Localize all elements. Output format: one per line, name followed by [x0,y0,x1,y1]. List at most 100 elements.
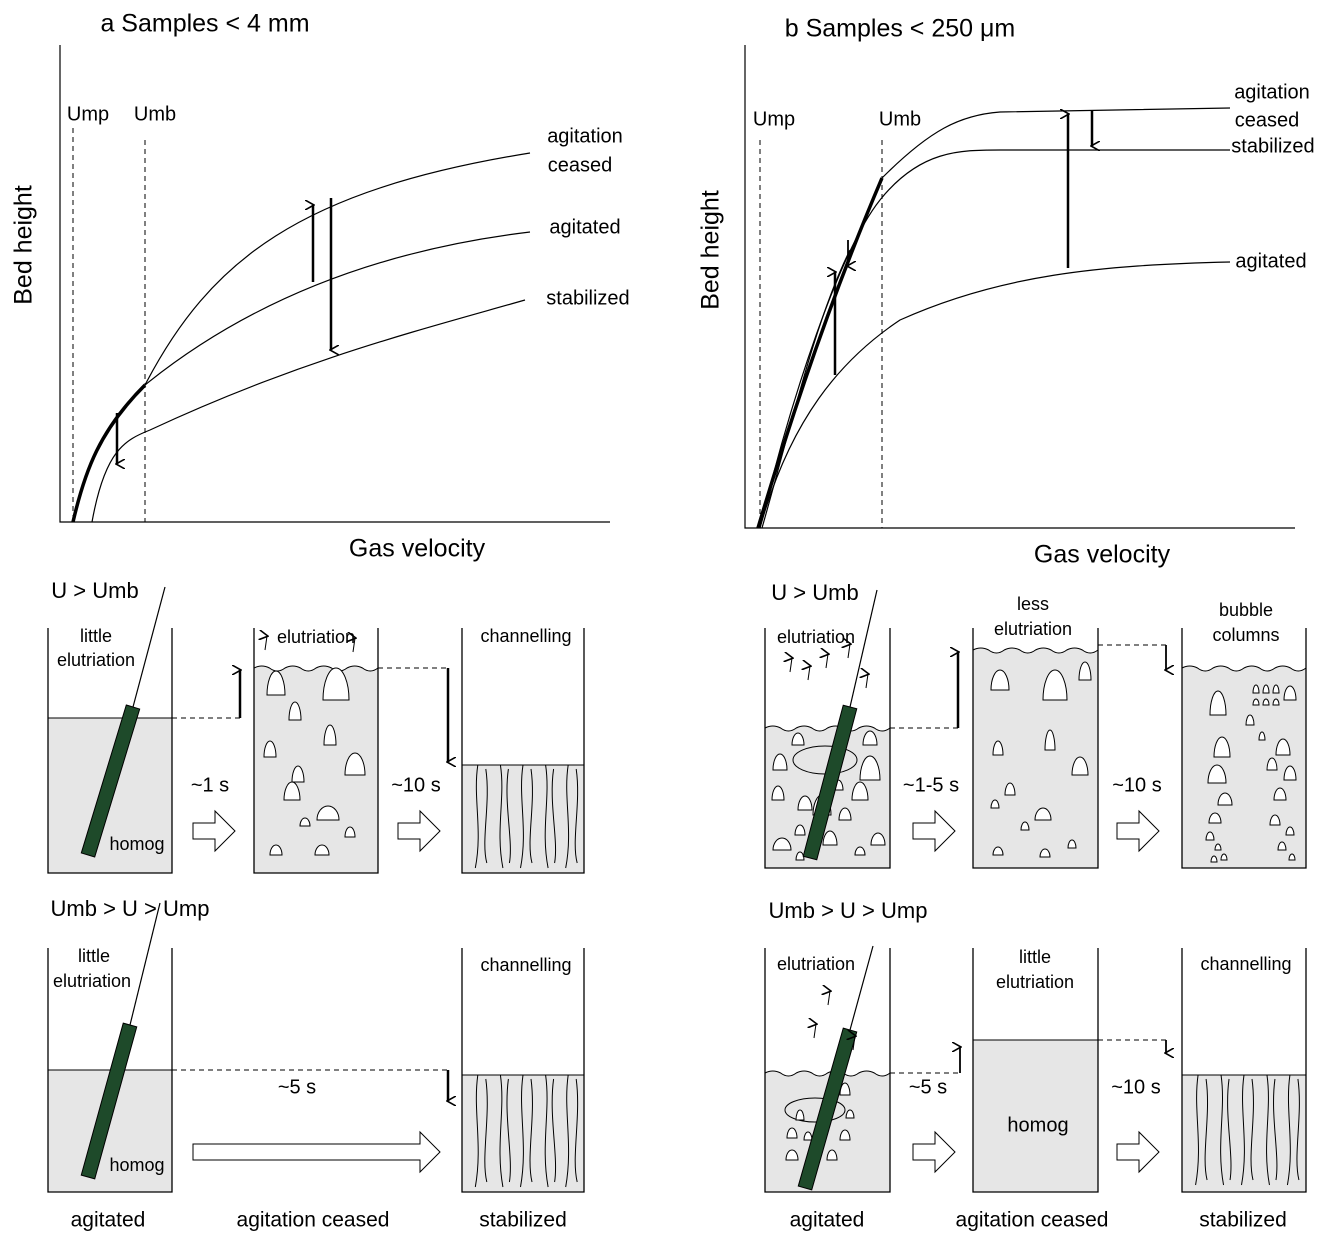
y-axis-label: Bed height [697,190,725,310]
bubble [1071,756,1089,776]
panel-title: a Samples < 4 mm [100,10,309,38]
channel [484,768,488,864]
channel [484,1078,488,1183]
umb-label: Umb [134,103,176,125]
channel [1266,1074,1270,1186]
time-label: ~10 s [1111,1076,1160,1098]
beaker-label: little [78,946,110,966]
channel [565,1074,570,1188]
bubble [1042,669,1068,701]
bubble [314,844,330,856]
time-label: ~10 s [1112,774,1161,796]
bubble [1262,698,1270,706]
bubble [791,732,805,746]
bubble [785,1149,799,1161]
channel [474,1074,479,1188]
arrow [808,666,810,681]
curve-label: stabilized [1231,135,1314,157]
bubble [1039,848,1051,858]
channel [551,768,557,864]
beaker [764,628,891,869]
time-label: ~5 s [909,1076,947,1098]
channel [544,1074,549,1188]
arrow [828,991,830,1006]
condition-label: U > Umb [771,580,858,605]
channel [506,768,511,864]
curve-label: agitation [1234,81,1310,103]
beaker [1181,948,1307,1193]
bubble [1266,757,1278,771]
beaker-label: little [80,626,112,646]
beaker-label: homog [109,834,164,854]
stirrer-shaft [849,589,878,708]
curve-thick [71,383,147,523]
bubble [1214,843,1222,851]
arrow [265,636,267,651]
channel [529,1078,533,1183]
stirrer [80,1022,138,1180]
channel [1227,1078,1232,1181]
bubble [1078,661,1092,681]
arrow [866,674,868,689]
axes [59,45,610,523]
bubble [839,1129,851,1141]
x-axis-label: Gas velocity [349,535,486,563]
bubble [862,730,878,746]
channel [506,1078,511,1183]
beaker-label: homog [1007,1114,1068,1136]
beaker-label: elutriation [57,650,135,670]
time-arrow [192,809,236,853]
x-axis-label: Gas velocity [1034,541,1171,569]
bubble [299,817,311,827]
time-label: ~1-5 s [903,774,959,796]
bubble [1207,764,1227,784]
bubble [1220,853,1228,861]
channel [1241,1074,1245,1186]
curve-label: agitated [549,216,620,238]
bubble [851,781,869,801]
beaker-label: channelling [1200,954,1291,974]
curve-stabilized [759,149,1230,529]
bubble [1210,855,1218,863]
condition-label: Umb > U > Ump [51,896,210,921]
bubble [323,724,337,746]
bubble [1272,698,1280,706]
panel-title: b Samples < 250 μm [785,15,1016,43]
channel [1195,1074,1199,1186]
arrow [790,658,792,673]
channel [544,764,549,869]
bubble [316,805,340,821]
arrow [814,1024,816,1039]
beaker [253,628,379,874]
bubble [1258,731,1266,741]
bubble [838,807,852,821]
bubble [322,667,350,701]
bubble [1277,841,1287,851]
curve-label: ceased [1235,109,1300,131]
arrow [848,644,850,659]
bubble [1044,729,1056,751]
bubble [786,1127,798,1139]
bubble [990,799,1000,809]
ump-label: Ump [753,108,795,130]
beaker-label: elutriation [777,627,855,647]
state-label: agitated [71,1209,146,1232]
bubble [1272,684,1280,694]
bubble [1275,738,1291,756]
bubble [772,837,792,851]
channel [1286,1074,1291,1186]
stirrer-shaft [129,902,161,1026]
channel [1250,1078,1254,1181]
beaker-label: bubble [1219,600,1273,620]
curve-label: ceased [548,154,613,176]
beaker-label: elutriation [994,619,1072,639]
bubble [288,701,302,721]
beaker [972,948,1099,1193]
time-label: ~5 s [278,1076,316,1098]
beaker-label: elutriation [777,954,855,974]
bubble [1252,684,1260,694]
bubble [992,740,1004,756]
bubble [772,753,788,771]
bubble [1217,792,1233,806]
umb-label: Umb [879,108,921,130]
